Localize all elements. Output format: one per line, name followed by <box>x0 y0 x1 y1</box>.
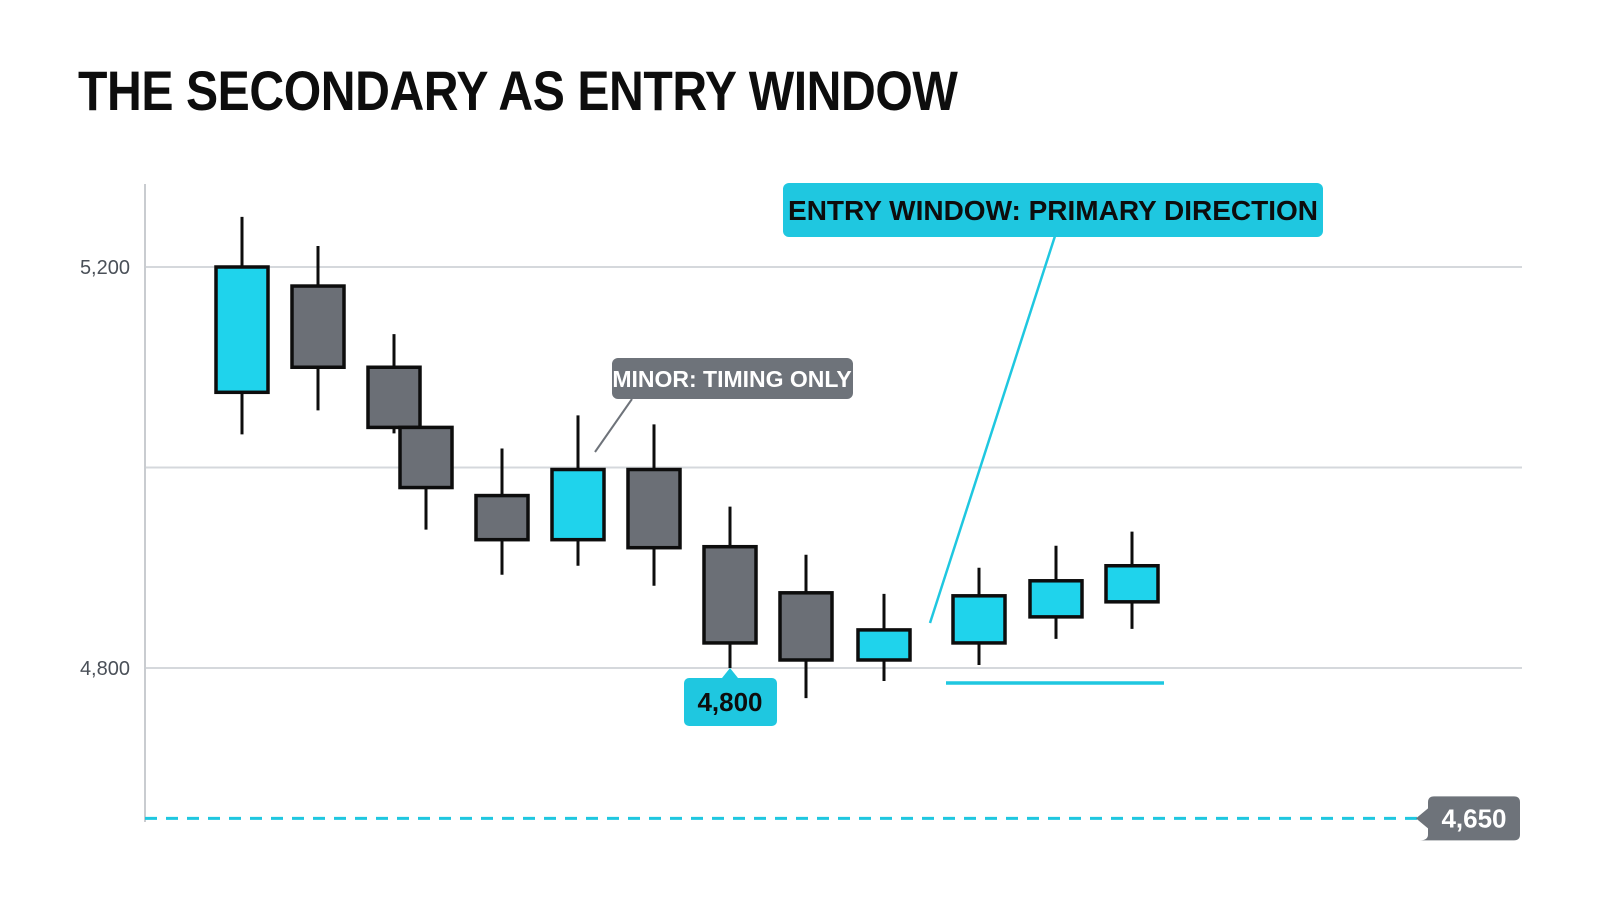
candle <box>398 425 454 530</box>
minor-callout-box <box>612 358 853 399</box>
candle <box>290 245 346 411</box>
candle <box>626 424 682 586</box>
minor-callout: MINOR: TIMING ONLY <box>594 358 853 453</box>
candle <box>1104 531 1160 629</box>
candle <box>951 567 1007 665</box>
chart-title: THE SECONDARY AS ENTRY WINDOW <box>78 59 958 122</box>
candle-body <box>474 493 530 542</box>
candle-body <box>778 591 834 662</box>
entry-window-leader <box>928 235 1057 624</box>
dashed-level-tag: 4,650 <box>1416 796 1520 841</box>
y-tick-label: 5,200 <box>80 257 130 279</box>
candle <box>550 415 606 566</box>
y-axis: 5,200 4,800 <box>80 184 146 822</box>
candle-body <box>1028 579 1084 619</box>
entry-window-label: ENTRY WINDOW: PRIMARY DIRECTION <box>788 195 1318 226</box>
candle-body <box>702 544 758 645</box>
low-tag-box <box>684 678 777 726</box>
candle-body <box>398 425 454 490</box>
candle-body <box>290 284 346 369</box>
entry-window-box <box>783 183 1323 237</box>
annotations-layer: 4,650 4,800 MINOR: TIMING ONLY ENTRY WINDOW… <box>145 183 1520 841</box>
candle <box>702 506 758 668</box>
candle <box>778 554 834 699</box>
candle-body <box>951 594 1007 645</box>
low-tag-pointer <box>722 668 738 678</box>
candle <box>474 448 530 575</box>
low-tag: 4,800 <box>684 668 777 726</box>
candles-layer <box>214 216 1160 699</box>
candle <box>856 593 912 682</box>
y-tick-label: 4,800 <box>80 658 130 680</box>
candle <box>214 216 270 435</box>
candle-body <box>366 365 422 430</box>
candle-body <box>214 265 270 395</box>
candle <box>1028 545 1084 639</box>
entry-window-callout: ENTRY WINDOW: PRIMARY DIRECTION <box>783 183 1323 624</box>
dashed-level-tag-shape <box>1416 796 1520 841</box>
candle-body <box>856 628 912 662</box>
dashed-level-tag-label: 4,650 <box>1441 803 1506 833</box>
low-tag-label: 4,800 <box>697 687 762 717</box>
minor-callout-label: MINOR: TIMING ONLY <box>612 366 851 392</box>
candle-body <box>626 467 682 550</box>
candle <box>366 334 422 434</box>
minor-callout-leader <box>594 398 633 453</box>
candle-body <box>550 467 606 542</box>
grid-layer <box>145 266 1522 669</box>
candle-body <box>1104 563 1160 604</box>
